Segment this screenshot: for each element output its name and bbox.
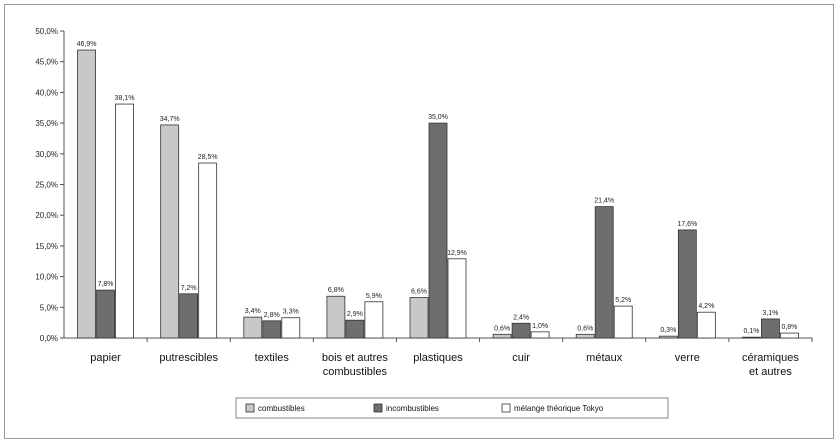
data-label: 17,6%	[677, 221, 697, 228]
category-label: bois et autres	[322, 352, 389, 364]
bar	[326, 295, 346, 339]
data-label: 3,3%	[283, 309, 299, 316]
bar	[530, 331, 550, 339]
category-label: combustibles	[323, 366, 388, 378]
data-label: 35,0%	[428, 114, 448, 121]
y-tick-label: 25,0%	[35, 181, 58, 190]
bar	[594, 206, 614, 339]
data-label: 38,1%	[115, 95, 135, 102]
bar	[243, 316, 263, 339]
data-label: 28,5%	[198, 154, 218, 161]
data-label: 4,2%	[698, 303, 714, 310]
category-label: textiles	[255, 352, 290, 364]
bar	[345, 319, 365, 339]
category-label: métaux	[586, 352, 623, 364]
bar	[281, 317, 301, 339]
legend-label: mélange théorique Tokyo	[514, 404, 604, 413]
data-label: 21,4%	[594, 198, 614, 205]
category-label: cuir	[512, 352, 530, 364]
bar	[780, 332, 799, 339]
legend: combustibles incombustibles mélange théori…	[235, 397, 669, 419]
data-label: 6,6%	[411, 288, 427, 295]
data-label: 0,6%	[577, 325, 593, 332]
data-label: 0,1%	[743, 328, 759, 335]
bar	[658, 335, 678, 339]
data-label: 12,9%	[447, 250, 467, 257]
y-tick-label: 15,0%	[35, 242, 58, 251]
y-tick-label: 30,0%	[35, 150, 58, 159]
y-tick-label: 5,0%	[40, 303, 58, 312]
category-label: papier	[90, 352, 121, 364]
category-label: céramiques	[742, 352, 799, 364]
data-label: 7,2%	[181, 285, 197, 292]
bar	[179, 293, 199, 339]
bar	[96, 289, 115, 339]
bar	[511, 322, 531, 339]
data-label: 3,4%	[245, 308, 261, 315]
data-label: 2,8%	[264, 312, 280, 319]
bar	[409, 297, 429, 339]
legend-label: combustibles	[258, 404, 305, 413]
bar	[428, 122, 448, 339]
bar	[364, 301, 384, 339]
category-label: et autres	[749, 366, 792, 378]
legend-label: incombustibles	[386, 404, 439, 413]
data-label: 1,0%	[532, 323, 548, 330]
data-labels: 46,9% 7,8% 38,1% 34,7% 7,2% 28,5% 3,4%2,8% 3,3%…	[77, 41, 798, 335]
bar	[115, 103, 134, 339]
category-label: plastiques	[413, 352, 463, 364]
legend-swatch	[501, 403, 511, 413]
data-label: 5,9%	[366, 293, 382, 300]
chart-frame	[4, 4, 834, 439]
bar	[677, 229, 697, 339]
bar	[575, 333, 595, 339]
bar	[742, 336, 761, 339]
data-label: 0,8%	[781, 324, 797, 331]
bar	[160, 124, 180, 339]
data-label: 5,2%	[615, 297, 631, 304]
bar	[492, 333, 512, 339]
y-tick-label: 40,0%	[35, 88, 58, 97]
data-label: 7,8%	[98, 281, 114, 288]
y-tick-label: 10,0%	[35, 273, 58, 282]
chart-bars	[77, 49, 799, 339]
data-label: 0,3%	[660, 327, 676, 334]
data-label: 2,4%	[513, 314, 529, 321]
bar	[613, 305, 633, 339]
legend-swatch	[373, 403, 383, 413]
bar	[447, 258, 467, 339]
data-label: 2,9%	[347, 311, 363, 318]
data-label: 46,9%	[77, 41, 97, 48]
legend-swatch	[245, 403, 255, 413]
y-tick-label: 0,0%	[40, 334, 58, 343]
category-label: putrescibles	[159, 352, 218, 364]
y-tick-label: 20,0%	[35, 211, 58, 220]
bar	[198, 162, 218, 339]
legend-box	[235, 397, 669, 419]
bar	[77, 49, 96, 339]
data-label: 3,1%	[762, 310, 778, 317]
data-label: 34,7%	[160, 116, 180, 123]
y-tick-label: 50,0%	[35, 27, 58, 36]
data-label: 6,8%	[328, 287, 344, 294]
bar	[262, 320, 282, 339]
y-tick-label: 35,0%	[35, 119, 58, 128]
bar	[761, 318, 780, 339]
category-labels: papier putrescibles textiles bois et autres…	[90, 352, 799, 378]
y-tick-label: 45,0%	[35, 58, 58, 67]
bar	[696, 311, 716, 339]
data-label: 0,6%	[494, 325, 510, 332]
category-label: verre	[675, 352, 700, 364]
